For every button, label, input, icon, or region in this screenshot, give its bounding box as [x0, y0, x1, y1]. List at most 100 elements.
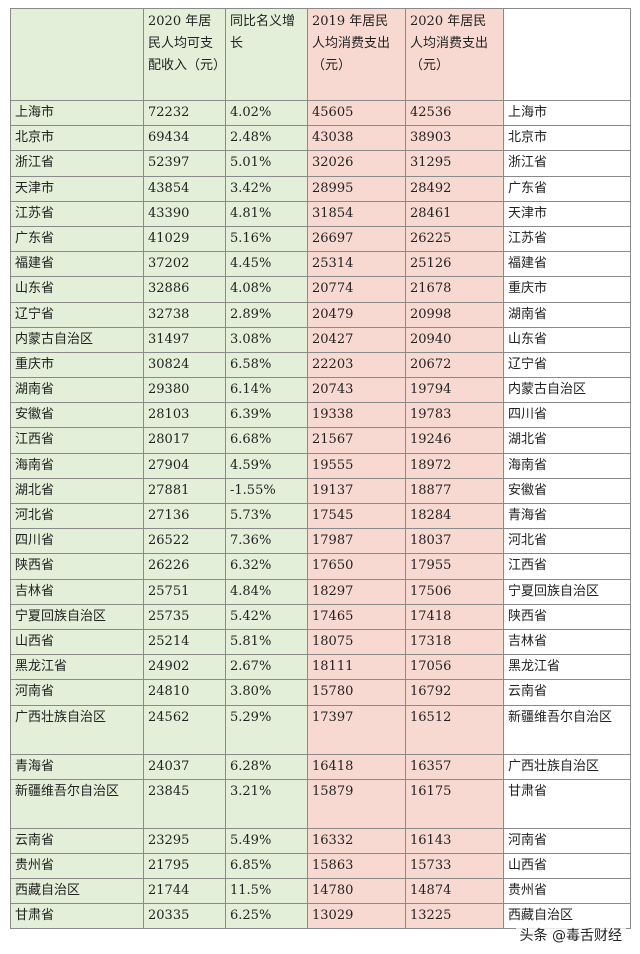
growth-cell: 6.68%: [225, 427, 308, 454]
province-cell: 陕西省: [10, 553, 144, 580]
spending-2020-cell: 28492: [405, 175, 504, 202]
table-row: 贵州省 21795 6.85% 15863 15733 山西省: [10, 852, 631, 880]
province-cell: 上海市: [10, 99, 144, 127]
table-body: 2020 年居民人均可支配收入（元） 同比名义增长 2019 年居民人均消费支出…: [10, 8, 631, 930]
income-cell: 69434: [143, 125, 226, 152]
province-cell: 贵州省: [10, 852, 144, 880]
growth-cell: 11.5%: [225, 878, 308, 905]
province-cell: 辽宁省: [10, 301, 144, 328]
income-cell: 26226: [143, 553, 226, 580]
income-cell: 25735: [143, 603, 226, 630]
spending-rank-cell: 甘肃省: [503, 778, 631, 829]
spending-2020-cell: 16512: [405, 704, 504, 755]
spending-rank-cell: 内蒙古自治区: [503, 377, 631, 404]
growth-cell: 6.39%: [225, 402, 308, 429]
growth-cell: 3.80%: [225, 679, 308, 706]
income-cell: 25214: [143, 628, 226, 656]
spending-rank-cell: 四川省: [503, 402, 631, 429]
spending-rank-cell: 陕西省: [503, 603, 631, 630]
growth-cell: 5.73%: [225, 502, 308, 530]
growth-cell: 5.29%: [225, 704, 308, 755]
growth-cell: 3.08%: [225, 326, 308, 353]
spending-2019-cell: 21567: [307, 427, 406, 454]
spending-rank-cell: 青海省: [503, 502, 631, 530]
income-cell: 29380: [143, 377, 226, 404]
growth-cell: 5.49%: [225, 827, 308, 854]
income-cell: 27136: [143, 502, 226, 530]
spending-2020-cell: 16792: [405, 679, 504, 706]
income-cell: 26522: [143, 528, 226, 555]
spending-rank-cell: 吉林省: [503, 628, 631, 656]
spending-2019-cell: 28995: [307, 175, 406, 202]
table-row: 西藏自治区 21744 11.5% 14780 14874 贵州省: [10, 878, 631, 905]
growth-cell: 6.28%: [225, 753, 308, 780]
spending-rank-cell: 北京市: [503, 125, 631, 152]
spending-2020-cell: 17056: [405, 654, 504, 681]
province-cell: 西藏自治区: [10, 878, 144, 905]
spending-2019-cell: 15863: [307, 852, 406, 880]
spending-rank-cell: 辽宁省: [503, 351, 631, 379]
table-row: 湖北省 27881 -1.55% 19137 18877 安徽省: [10, 477, 631, 505]
province-cell: 内蒙古自治区: [10, 326, 144, 353]
province-cell: 山西省: [10, 628, 144, 656]
province-cell: 浙江省: [10, 150, 144, 177]
spending-2019-cell: 19137: [307, 477, 406, 505]
table-row: 广西壮族自治区 24562 5.29% 17397 16512 新疆维吾尔自治区: [10, 704, 631, 755]
spending-2019-cell: 25314: [307, 251, 406, 278]
growth-cell: 2.48%: [225, 125, 308, 152]
province-cell: 四川省: [10, 528, 144, 555]
spending-2019-cell: 16418: [307, 753, 406, 780]
spending-rank-cell: 山东省: [503, 326, 631, 353]
province-cell: 云南省: [10, 827, 144, 854]
growth-cell: 5.81%: [225, 628, 308, 656]
spending-rank-cell: 江西省: [503, 553, 631, 580]
table-row: 内蒙古自治区 31497 3.08% 20427 20940 山东省: [10, 326, 631, 353]
income-cell: 27881: [143, 477, 226, 505]
spending-2020-cell: 25126: [405, 251, 504, 278]
income-cell: 32886: [143, 276, 226, 303]
province-cell: 甘肃省: [10, 903, 144, 930]
spending-rank-cell: 湖南省: [503, 301, 631, 328]
growth-cell: 2.67%: [225, 654, 308, 681]
income-cell: 25751: [143, 578, 226, 605]
table-row: 山西省 25214 5.81% 18075 17318 吉林省: [10, 628, 631, 656]
growth-cell: 4.84%: [225, 578, 308, 605]
spending-2019-cell: 20427: [307, 326, 406, 353]
header-cell-province: [10, 8, 144, 101]
spending-2020-cell: 20672: [405, 351, 504, 379]
spending-rank-cell: 广西壮族自治区: [503, 753, 631, 780]
spending-2019-cell: 17397: [307, 704, 406, 755]
province-cell: 宁夏回族自治区: [10, 603, 144, 630]
spending-2019-cell: 14780: [307, 878, 406, 905]
table-row: 海南省 27904 4.59% 19555 18972 海南省: [10, 452, 631, 479]
spending-2020-cell: 13225: [405, 903, 504, 930]
growth-cell: 4.45%: [225, 251, 308, 278]
spending-2020-cell: 16175: [405, 778, 504, 829]
spending-2019-cell: 16332: [307, 827, 406, 854]
header-row: 2020 年居民人均可支配收入（元） 同比名义增长 2019 年居民人均消费支出…: [10, 8, 631, 101]
province-cell: 河北省: [10, 502, 144, 530]
spending-2020-cell: 31295: [405, 150, 504, 177]
spending-2019-cell: 26697: [307, 225, 406, 253]
income-cell: 31497: [143, 326, 226, 353]
income-cell: 52397: [143, 150, 226, 177]
table-row: 江苏省 43390 4.81% 31854 28461 天津市: [10, 200, 631, 227]
spending-2020-cell: 38903: [405, 125, 504, 152]
table-row: 重庆市 30824 6.58% 22203 20672 辽宁省: [10, 351, 631, 379]
header-cell-ranking: [503, 8, 631, 101]
spending-2019-cell: 17650: [307, 553, 406, 580]
income-cell: 24037: [143, 753, 226, 780]
table-row: 河北省 27136 5.73% 17545 18284 青海省: [10, 502, 631, 530]
table-row: 山东省 32886 4.08% 20774 21678 重庆市: [10, 276, 631, 303]
table-row: 四川省 26522 7.36% 17987 18037 河北省: [10, 528, 631, 555]
growth-cell: 2.89%: [225, 301, 308, 328]
spending-rank-cell: 海南省: [503, 452, 631, 479]
table-row: 云南省 23295 5.49% 16332 16143 河南省: [10, 827, 631, 854]
income-cell: 20335: [143, 903, 226, 930]
income-cell: 72232: [143, 99, 226, 127]
spending-rank-cell: 福建省: [503, 251, 631, 278]
watermark: 头条 @毒舌财经: [515, 924, 626, 946]
province-cell: 天津市: [10, 175, 144, 202]
table-row: 河南省 24810 3.80% 15780 16792 云南省: [10, 679, 631, 706]
province-cell: 北京市: [10, 125, 144, 152]
